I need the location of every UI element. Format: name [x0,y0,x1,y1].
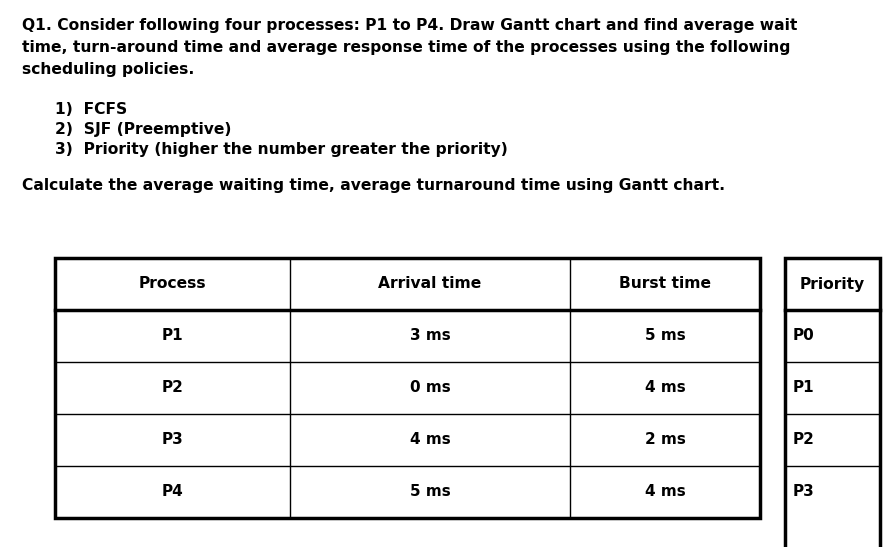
Bar [784,258,879,547]
Bar [55,258,759,518]
Text: 3 ms: 3 ms [409,329,450,344]
Text: Process: Process [139,276,207,292]
Text: 4 ms: 4 ms [644,381,685,395]
Text: 4 ms: 4 ms [644,485,685,499]
Text: Burst time: Burst time [619,276,710,292]
Text: time, turn-around time and average response time of the processes using the foll: time, turn-around time and average respo… [22,40,789,55]
Text: P1: P1 [792,381,814,395]
Text: Calculate the average waiting time, average turnaround time using Gantt chart.: Calculate the average waiting time, aver… [22,178,724,193]
Text: 5 ms: 5 ms [644,329,685,344]
Text: 2 ms: 2 ms [644,433,685,447]
Text: P1: P1 [162,329,183,344]
Text: 4 ms: 4 ms [409,433,450,447]
Text: P2: P2 [162,381,183,395]
Text: P3: P3 [792,485,814,499]
Text: 0 ms: 0 ms [409,381,450,395]
Text: Arrival time: Arrival time [378,276,481,292]
Text: 3)  Priority (higher the number greater the priority): 3) Priority (higher the number greater t… [55,142,507,157]
Text: scheduling policies.: scheduling policies. [22,62,194,77]
Text: 5 ms: 5 ms [409,485,450,499]
Text: 1)  FCFS: 1) FCFS [55,102,127,117]
Text: P0: P0 [792,329,814,344]
Text: P3: P3 [162,433,183,447]
Text: P2: P2 [792,433,814,447]
Text: P4: P4 [162,485,183,499]
Text: Priority: Priority [799,276,864,292]
Text: 2)  SJF (Preemptive): 2) SJF (Preemptive) [55,122,232,137]
Text: Q1. Consider following four processes: P1 to P4. Draw Gantt chart and find avera: Q1. Consider following four processes: P… [22,18,797,33]
